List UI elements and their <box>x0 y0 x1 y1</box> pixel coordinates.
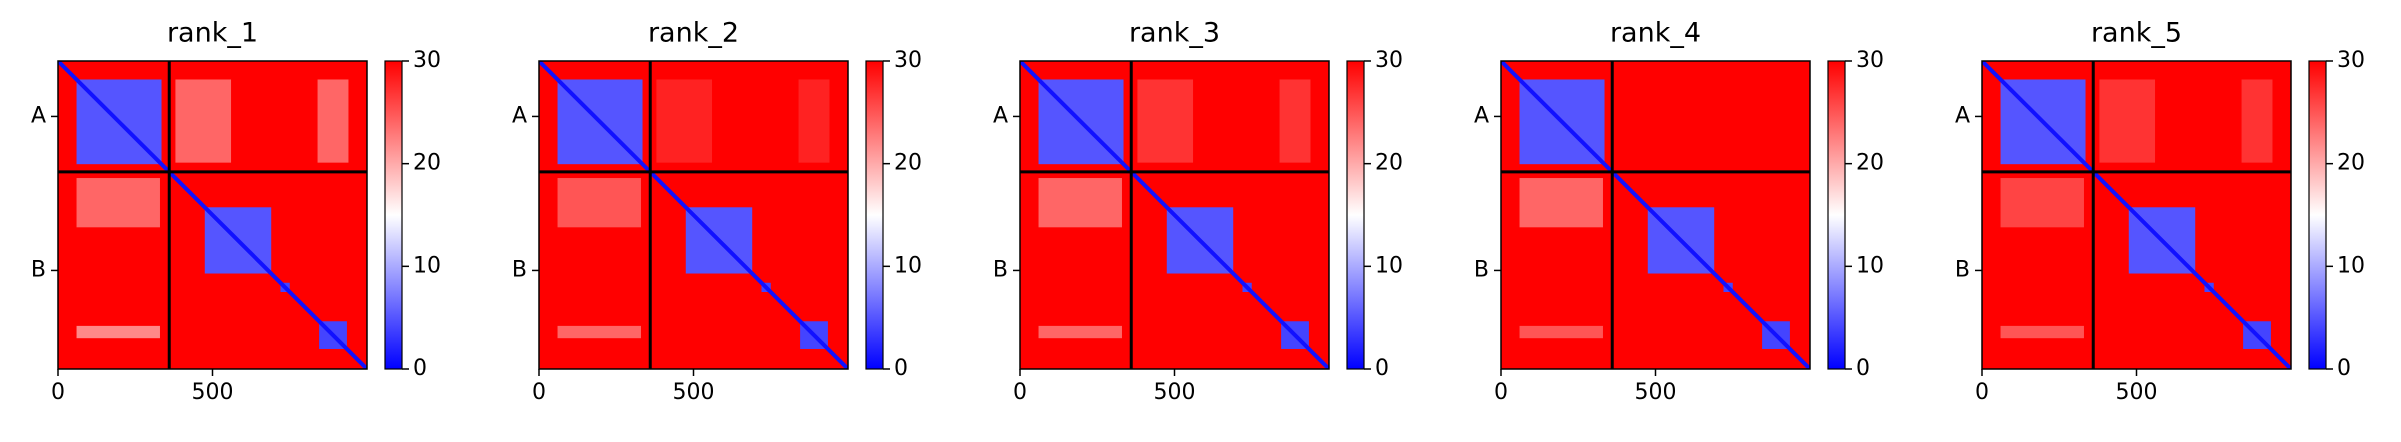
colorbar <box>2308 60 2327 370</box>
colorbar-tick-label: 10 <box>894 253 922 278</box>
panel: rank_5 0 500 A B 0 10 20 30 <box>1955 18 2365 406</box>
heatmap <box>1982 61 2291 369</box>
heatmap-region <box>1038 325 1122 339</box>
y-tick-label: A <box>512 103 527 128</box>
heatmap-region <box>2241 79 2273 163</box>
x-tick-label: 500 <box>1635 380 1677 405</box>
colorbar-tick-label: 10 <box>413 253 441 278</box>
y-tick-label: B <box>31 257 46 282</box>
heatmap-region <box>798 79 830 163</box>
diagonal <box>1982 61 2291 369</box>
diagonal <box>539 61 848 369</box>
colorbar-tick-label: 30 <box>894 48 922 73</box>
colorbar-tick-label: 30 <box>1375 48 1403 73</box>
heatmap-region <box>1279 79 1311 163</box>
x-tick-label: 0 <box>51 380 65 405</box>
heatmap-region <box>1519 325 1603 339</box>
colorbar-tick-label: 30 <box>413 48 441 73</box>
panel-title: rank_3 <box>1129 18 1220 49</box>
colorbar <box>1346 60 1365 370</box>
y-tick-label: A <box>1955 103 1970 128</box>
panel: rank_4 0 500 A B 0 10 20 30 <box>1474 18 1884 406</box>
colorbar-tick-label: 20 <box>1856 151 1884 176</box>
heatmap <box>539 61 848 369</box>
x-tick-label: 500 <box>673 380 715 405</box>
colorbar-tick-label: 10 <box>1856 253 1884 278</box>
heatmap <box>58 61 367 369</box>
y-tick-label: A <box>993 103 1008 128</box>
y-tick-label: A <box>1474 103 1489 128</box>
x-tick-label: 0 <box>1013 380 1027 405</box>
diagonal <box>1020 61 1329 369</box>
x-tick-label: 0 <box>532 380 546 405</box>
panel: rank_1 0 500 A B 0 10 20 30 <box>31 18 441 406</box>
colorbar-tick-label: 20 <box>413 151 441 176</box>
x-tick-label: 500 <box>192 380 234 405</box>
diagonal <box>58 61 367 369</box>
colorbar-tick-label: 20 <box>2337 151 2365 176</box>
x-tick-label: 0 <box>1494 380 1508 405</box>
y-tick-label: B <box>993 257 1008 282</box>
heatmap-region <box>557 178 641 228</box>
colorbar <box>1827 60 1846 370</box>
colorbar-tick-label: 10 <box>1375 253 1403 278</box>
heatmap-region <box>76 178 160 228</box>
panel: rank_2 0 500 A B 0 10 20 30 <box>512 18 922 406</box>
colorbar-tick-label: 0 <box>1856 356 1870 381</box>
heatmap-region <box>557 325 641 339</box>
panel-title: rank_4 <box>1610 18 1701 49</box>
heatmap-region <box>175 79 232 163</box>
x-tick-label: 0 <box>1975 380 1989 405</box>
panel-title: rank_1 <box>167 18 258 49</box>
heatmap-region <box>317 79 349 163</box>
heatmap <box>1501 61 1810 369</box>
colorbar-tick-label: 0 <box>1375 356 1389 381</box>
y-tick-label: A <box>31 103 46 128</box>
heatmap-region <box>2099 79 2156 163</box>
heatmap-region <box>656 79 713 163</box>
heatmap-region <box>2000 178 2084 228</box>
colorbar <box>865 60 884 370</box>
panel-title: rank_5 <box>2091 18 2182 49</box>
colorbar <box>384 60 403 370</box>
y-tick-label: B <box>512 257 527 282</box>
x-tick-label: 500 <box>1154 380 1196 405</box>
colorbar-tick-label: 0 <box>894 356 908 381</box>
heatmap-region <box>2000 325 2084 339</box>
panel: rank_3 0 500 A B 0 10 20 30 <box>993 18 1403 406</box>
colorbar-tick-label: 0 <box>2337 356 2351 381</box>
heatmap-region <box>1519 178 1603 228</box>
panel-title: rank_2 <box>648 18 739 49</box>
x-tick-label: 500 <box>2116 380 2158 405</box>
colorbar-tick-label: 30 <box>1856 48 1884 73</box>
y-tick-label: B <box>1955 257 1970 282</box>
heatmap-region <box>76 325 160 339</box>
colorbar-tick-label: 10 <box>2337 253 2365 278</box>
diagonal <box>1501 61 1810 369</box>
colorbar-tick-label: 20 <box>1375 151 1403 176</box>
y-tick-label: B <box>1474 257 1489 282</box>
heatmap <box>1020 61 1329 369</box>
heatmap-region <box>1038 178 1122 228</box>
heatmap-region <box>1137 79 1194 163</box>
colorbar-tick-label: 30 <box>2337 48 2365 73</box>
colorbar-tick-label: 20 <box>894 151 922 176</box>
colorbar-tick-label: 0 <box>413 356 427 381</box>
